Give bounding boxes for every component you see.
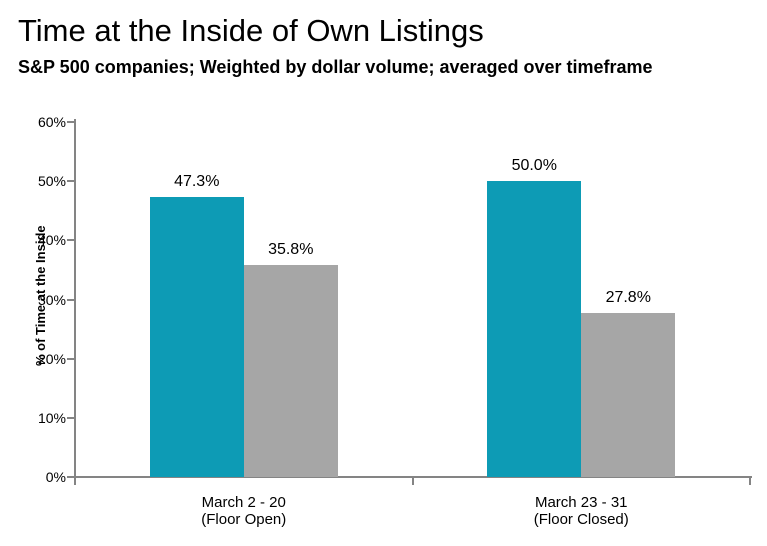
y-tick-mark <box>67 476 74 478</box>
x-category-label-line1: March 2 - 20 <box>201 494 286 511</box>
x-tick-mark <box>749 478 751 485</box>
y-tick-label: 50% <box>37 173 66 190</box>
bar-gray-series <box>243 265 338 477</box>
x-tick-mark <box>74 478 76 485</box>
y-tick-label: 60% <box>37 114 66 130</box>
y-tick-mark <box>67 298 74 301</box>
bar-data-label: 27.8% <box>605 288 651 306</box>
bar-data-label: 47.3% <box>174 173 220 191</box>
y-tick-label: 30% <box>37 291 66 308</box>
y-tick-label: 40% <box>37 232 66 249</box>
y-tick-mark <box>67 180 74 183</box>
x-axis-line <box>74 476 752 478</box>
y-tick-mark <box>67 121 74 123</box>
bar-floor-open-teal-series <box>149 197 244 477</box>
y-tick-mark <box>67 239 74 242</box>
chart-subtitle: S&P 500 companies; Weighted by dollar vo… <box>18 57 653 77</box>
y-axis-line <box>74 119 76 479</box>
x-tick-mark <box>411 478 414 485</box>
x-category-label-line2: (Floor Closed) <box>533 511 629 528</box>
y-tick-label: 0% <box>45 469 66 485</box>
bar-data-label: 50.0% <box>511 157 557 175</box>
chart-title: Time at the Inside of Own Listings <box>18 13 484 48</box>
y-tick-mark <box>67 357 74 360</box>
bar-data-label: 35.8% <box>268 241 314 259</box>
bar-floor-open-teal-series <box>487 181 582 477</box>
x-category-label-line2: (Floor Open) <box>201 511 287 528</box>
x-category-label: March 23 - 31 (Floor Closed) <box>461 494 701 528</box>
x-category-label-line1: March 23 - 31 <box>534 494 628 511</box>
bar-gray-series <box>581 312 676 477</box>
y-tick-mark <box>67 416 74 419</box>
y-tick-label: 10% <box>37 409 66 426</box>
y-tick-label: 20% <box>37 350 66 367</box>
x-category-label: March 2 - 20 (Floor Open) <box>124 494 364 528</box>
